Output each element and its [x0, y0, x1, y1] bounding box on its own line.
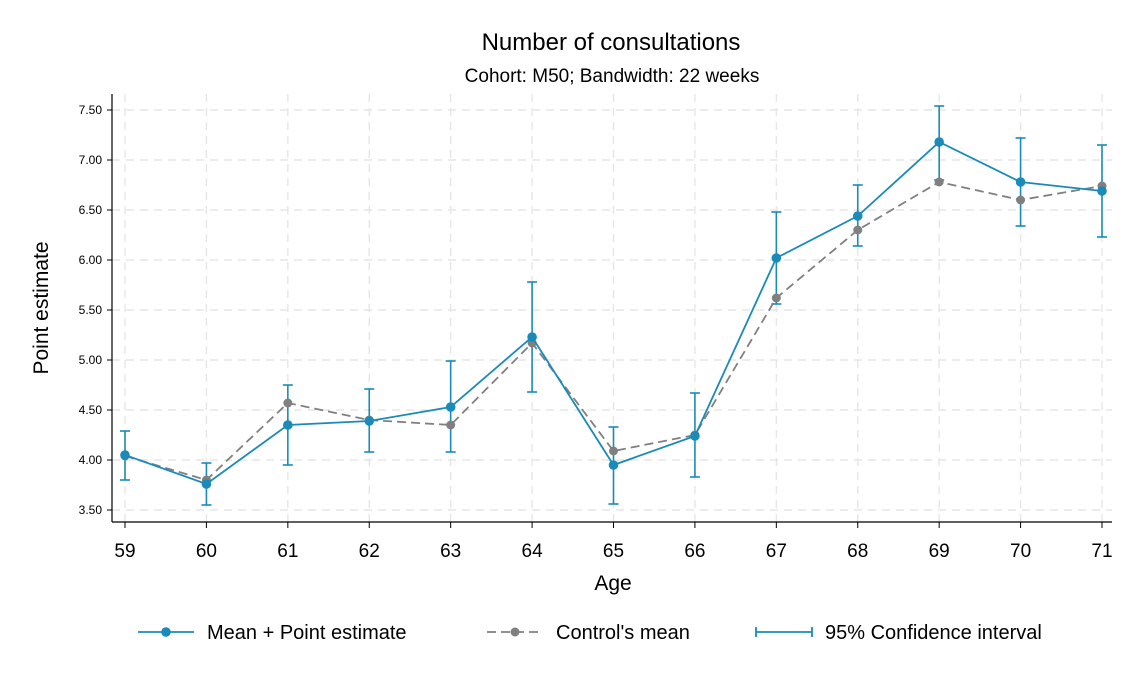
axes: 3.50 4.00 4.50 5.00 5.50 6.00 6.50 7.00 7.50 59 60… — [79, 94, 1113, 562]
y-tick-label: 6.00 — [79, 253, 103, 267]
y-tick-label: 5.50 — [79, 303, 103, 317]
grid-lines — [112, 94, 1112, 522]
treatment-point — [283, 420, 293, 430]
y-axis-label: Point estimate — [30, 241, 53, 374]
legend-item-ci: 95% Confidence interval — [755, 622, 1042, 644]
y-tick-label: 3.50 — [79, 503, 103, 517]
treatment-point — [364, 416, 375, 426]
y-tick-label: 4.50 — [79, 403, 103, 417]
x-axis-label: Age — [594, 572, 631, 595]
x-tick-label: 69 — [929, 541, 950, 562]
treatment-point — [690, 431, 700, 441]
control-point — [771, 293, 781, 303]
control-point — [934, 177, 944, 187]
treatment-point — [852, 211, 863, 221]
y-tick-label: 6.50 — [79, 203, 103, 217]
control-point — [853, 225, 863, 235]
treatment-series — [120, 137, 1107, 489]
legend-label-control: Control's mean — [556, 622, 690, 644]
confidence-intervals — [120, 105, 1107, 506]
treatment-point — [527, 332, 537, 342]
treatment-point — [608, 460, 619, 470]
treatment-point — [1097, 186, 1107, 196]
treatment-point — [934, 137, 944, 147]
x-tick-label: 60 — [196, 541, 217, 562]
y-tick-label: 7.50 — [79, 103, 103, 117]
y-tick-label: 7.00 — [79, 153, 103, 167]
x-tick-label: 62 — [359, 541, 380, 562]
treatment-point — [1015, 177, 1026, 187]
legend-item-treatment: Mean + Point estimate — [138, 622, 407, 644]
y-tick-label: 4.00 — [79, 453, 103, 467]
legend-label-ci: 95% Confidence interval — [825, 622, 1042, 644]
x-tick-label: 59 — [114, 541, 135, 562]
x-tick-label: 68 — [847, 541, 868, 562]
legend-label-treatment: Mean + Point estimate — [207, 622, 407, 644]
treatment-point — [445, 402, 456, 412]
chart-title: Number of consultations — [482, 29, 741, 56]
x-tick-label: 65 — [603, 541, 624, 562]
x-tick-label: 71 — [1091, 541, 1112, 562]
control-point — [609, 446, 618, 456]
legend: Mean + Point estimate Control's mean 95% C… — [138, 622, 1042, 644]
treatment-point — [201, 479, 212, 489]
y-tick-label: 5.00 — [79, 353, 103, 367]
control-point — [446, 420, 456, 430]
x-tick-label: 70 — [1010, 541, 1031, 562]
legend-swatch-control-marker — [510, 627, 520, 637]
x-tick-label: 66 — [684, 541, 705, 562]
chart-subtitle: Cohort: M50; Bandwidth: 22 weeks — [465, 66, 760, 87]
x-tick-label: 64 — [522, 541, 544, 562]
control-point — [283, 398, 293, 408]
treatment-point — [120, 450, 130, 460]
treatment-point — [771, 253, 782, 263]
x-tick-label: 67 — [766, 541, 787, 562]
legend-swatch-treatment-marker — [161, 627, 171, 637]
x-tick-label: 63 — [440, 541, 461, 562]
legend-item-control: Control's mean — [487, 622, 690, 644]
x-tick-label: 61 — [277, 541, 298, 562]
control-point — [1016, 195, 1026, 205]
